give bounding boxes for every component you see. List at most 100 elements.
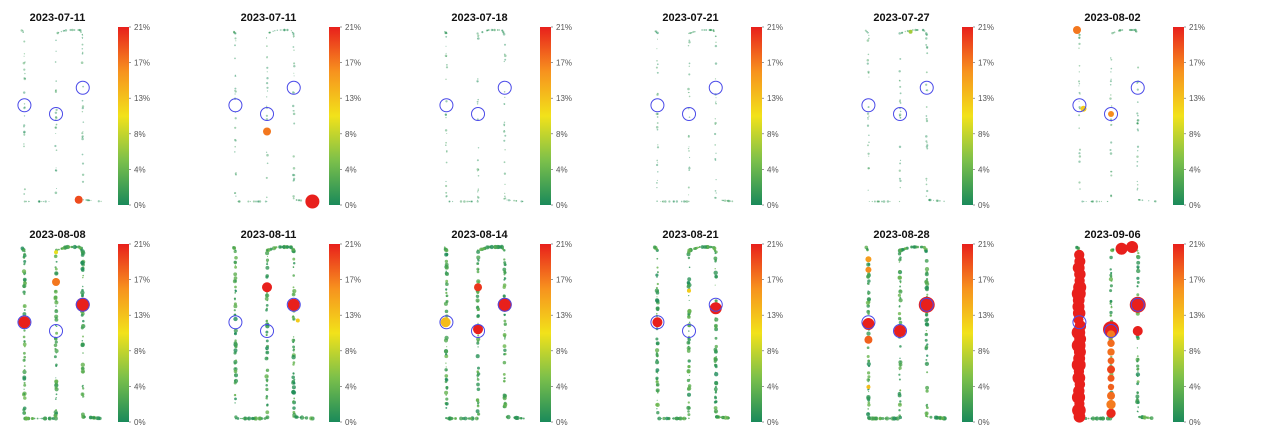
panel-date-title: 2023-07-11 [29,12,86,24]
path-point [867,279,871,283]
path-point [444,374,449,378]
path-point [701,29,703,31]
path-point [476,382,480,387]
path-point [234,74,236,76]
path-point [43,200,45,203]
path-point [292,195,295,198]
path-point [655,376,659,380]
path-point [656,257,659,260]
path-point [445,406,448,409]
path-point [868,200,870,203]
path-point [1136,355,1139,357]
path-point [1100,417,1103,420]
highlight-point [1107,374,1115,382]
path-point [925,34,928,36]
path-point [78,28,81,32]
colorbar-tick-label: 4% [345,382,357,391]
path-point [722,199,724,202]
path-point [1109,80,1112,83]
path-point [266,255,269,257]
path-point [1137,405,1139,408]
path-point [656,342,658,345]
path-point [497,29,499,31]
path-point [445,394,447,396]
path-point [656,93,659,96]
path-point [234,265,238,269]
path-point [662,200,664,203]
path-point [928,199,930,201]
path-point [281,29,283,31]
path-point [1136,88,1139,91]
path-point [481,31,484,34]
path-point [933,415,938,420]
path-point [234,90,237,93]
panel-date-title: 2023-07-21 [662,12,719,24]
panel-plot: 21% 17% 13% 8% 4% 0% [650,23,783,210]
path-point [689,32,691,34]
reference-circle [471,107,486,121]
path-point [80,326,84,330]
panel-plot: 21% 17% 13% 8% 4% 0% [17,23,150,210]
reference-circle [1104,324,1119,338]
path-point [265,105,268,108]
path-point [477,174,480,177]
path-point [476,270,480,274]
path-point [709,28,712,32]
reference-circle [708,80,723,95]
path-point [80,248,83,252]
path-point [266,196,268,199]
path-point [23,106,26,110]
path-point [899,92,902,95]
path-point [1149,416,1154,420]
path-point [477,98,479,101]
path-point [445,301,448,303]
path-point [899,345,902,348]
path-point [235,173,237,176]
path-point [475,298,480,303]
path-point [493,29,496,31]
path-point [689,156,691,159]
path-point [477,81,479,83]
path-point [47,417,51,420]
path-point [55,80,57,82]
path-point [82,85,85,88]
path-point [445,180,447,183]
path-point [477,37,480,40]
highlight-point [75,297,90,312]
path-point [20,29,23,32]
colorbar-tick-label: 21% [345,240,361,249]
path-point [520,417,523,420]
path-point [899,282,902,284]
path-point [867,116,869,119]
path-point [656,31,659,35]
path-point [81,136,84,138]
path-point [1135,31,1137,33]
path-point [1109,83,1112,86]
path-point [655,358,659,362]
path-point [237,200,241,203]
path-point [54,309,58,312]
path-point [468,200,470,203]
path-point [55,409,57,411]
path-point [292,339,295,341]
highlight-point [894,325,907,337]
reference-circle [893,107,908,121]
path-point [54,191,58,195]
path-point [866,32,869,34]
path-point [507,199,511,202]
path-point [871,200,873,203]
path-point [1091,200,1093,203]
colorbar [1173,27,1184,205]
path-point [867,408,870,410]
path-point [85,199,88,201]
path-point [292,286,295,289]
path-point [1137,411,1139,413]
path-point [476,307,481,311]
path-point [1136,265,1138,267]
path-point [866,112,870,115]
colorbar-tick-label: 13% [978,311,994,320]
path-point [81,37,84,39]
path-point [292,112,296,116]
path-point [925,135,928,138]
path-point [265,368,270,372]
